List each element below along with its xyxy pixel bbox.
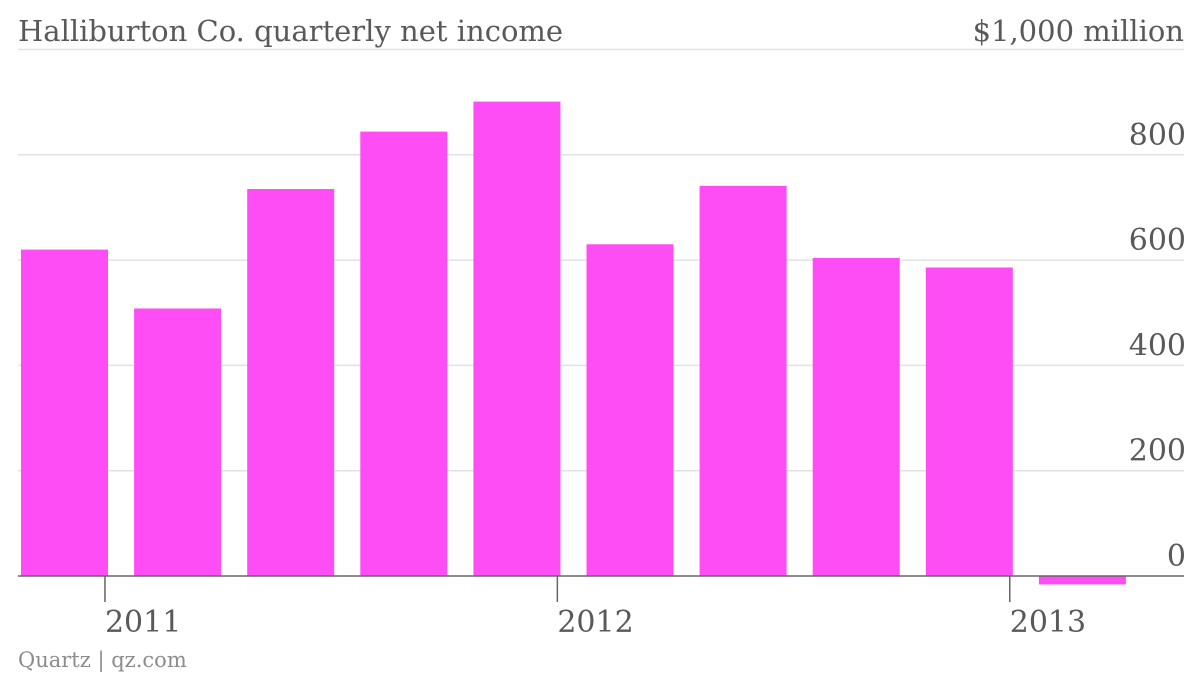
bar-10: Q2 2013: -16 — [1038, 576, 1126, 585]
y-tick-label-600: 600 — [1129, 223, 1186, 258]
y-tick-label-0: 0 — [1167, 539, 1186, 574]
x-tick-label-2012: 2012 — [557, 605, 633, 640]
bar-8: Q4 2012: 604 — [812, 258, 900, 576]
bar-3: Q3 2011: 735 — [247, 189, 335, 576]
chart-title: Halliburton Co. quarterly net income — [18, 14, 563, 48]
bar-6: Q2 2012: 630 — [586, 244, 674, 577]
unit-label: $1,000 million — [973, 14, 1184, 48]
bar-2: Q2 2011: 508 — [134, 308, 222, 576]
y-tick-label-800: 800 — [1129, 118, 1186, 153]
x-tick-label-2013: 2013 — [1010, 605, 1086, 640]
bars: Q1 2011: 620 Q2 2011: 508 Q3 2011: 735 Q4 2… — [21, 101, 1126, 585]
y-tick-label-200: 200 — [1129, 434, 1186, 469]
tick-labels: 0 200 400 600 800 2011 2012 2013 — [105, 118, 1186, 640]
bar-9: Q1 2013: 586 — [925, 267, 1013, 576]
y-tick-label-400: 400 — [1129, 328, 1186, 363]
bar-7: Q3 2012: 741 — [699, 185, 787, 576]
axes — [18, 575, 1184, 602]
x-tick-label-2011: 2011 — [105, 605, 181, 640]
bar-1: Q1 2011: 620 — [21, 249, 108, 576]
source-label: Quartz | qz.com — [18, 648, 187, 673]
bar-4: Q4 2011: 844 — [360, 131, 448, 576]
bar-5: Q1 2012: 901 — [473, 101, 561, 576]
